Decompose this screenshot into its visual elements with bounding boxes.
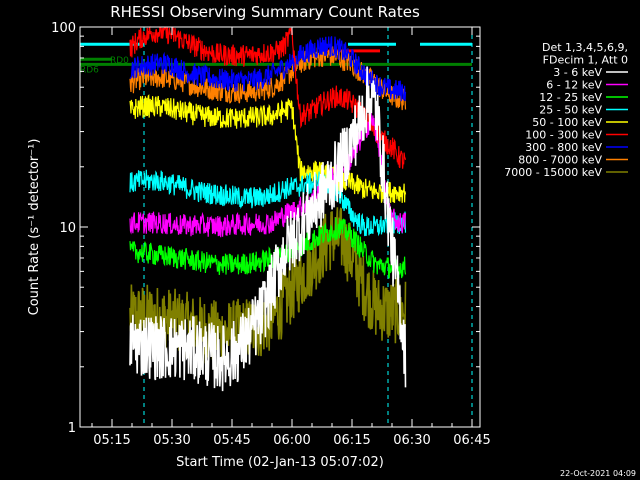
legend-label-2: 12 - 25 keV [539,91,602,104]
series-line-3 [129,169,407,237]
legend-label-4: 50 - 100 keV [532,116,602,129]
legend-label-8: 7000 - 15000 keV [504,166,602,179]
annotation-0: RD0 [110,56,129,66]
y-tick-label-0: 1 [68,421,76,436]
series-line-4 [129,94,407,205]
plot-area: RD0 RD6 [80,26,473,427]
x-axis-label: Start Time (02-Jan-13 05:07:02) [176,455,384,470]
legend-label-7: 800 - 7000 keV [518,154,602,167]
series-line-6 [129,36,407,102]
legend-label-0: 3 - 6 keV [553,66,602,79]
legend-label-6: 300 - 800 keV [525,141,602,154]
y-axis-label: Count Rate (s⁻¹ detector⁻¹) [27,139,42,316]
series-line-1 [129,110,407,238]
x-tick-label-6: 06:45 [453,433,490,448]
x-tick-label-3: 06:00 [273,433,310,448]
x-tick-label-4: 06:15 [333,433,370,448]
legend-label-1: 6 - 12 keV [546,79,602,92]
legend-header-1: FDecim 1, Att 0 [543,54,628,67]
legend-label-3: 25 - 50 keV [539,104,602,117]
timestamp: 22-Oct-2021 04:09 [560,469,636,478]
x-tick-label-0: 05:15 [93,433,130,448]
axes: 05:15 05:30 05:45 06:00 06:15 06:30 06:45 1 10 10… [51,21,491,448]
series-line-2 [129,217,407,279]
chart-title: RHESSI Observing Summary Count Rates [110,3,420,21]
y-tick-label-2: 100 [51,21,76,36]
annotation-1: RD6 [80,66,99,76]
legend: Det 1,3,4,5,6,9,FDecim 1, Att 03 - 6 keV… [504,41,628,179]
legend-label-5: 100 - 300 keV [525,129,602,142]
y-tick-label-1: 10 [59,221,76,236]
legend-header-0: Det 1,3,4,5,6,9, [542,41,628,54]
x-tick-label-1: 05:30 [153,433,190,448]
x-tick-label-2: 05:45 [213,433,250,448]
series-line-0 [129,66,407,392]
x-tick-label-5: 06:30 [393,433,430,448]
